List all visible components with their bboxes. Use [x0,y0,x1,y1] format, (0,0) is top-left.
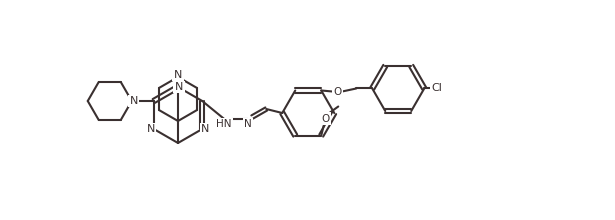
Text: N: N [174,70,182,80]
Text: N: N [244,119,252,129]
Text: HN: HN [216,119,232,129]
Text: N: N [130,96,138,106]
Text: Cl: Cl [432,83,443,94]
Text: O: O [333,88,341,97]
Text: N: N [175,82,183,92]
Text: O: O [321,114,330,123]
Text: N: N [146,124,155,134]
Text: N: N [201,124,210,134]
